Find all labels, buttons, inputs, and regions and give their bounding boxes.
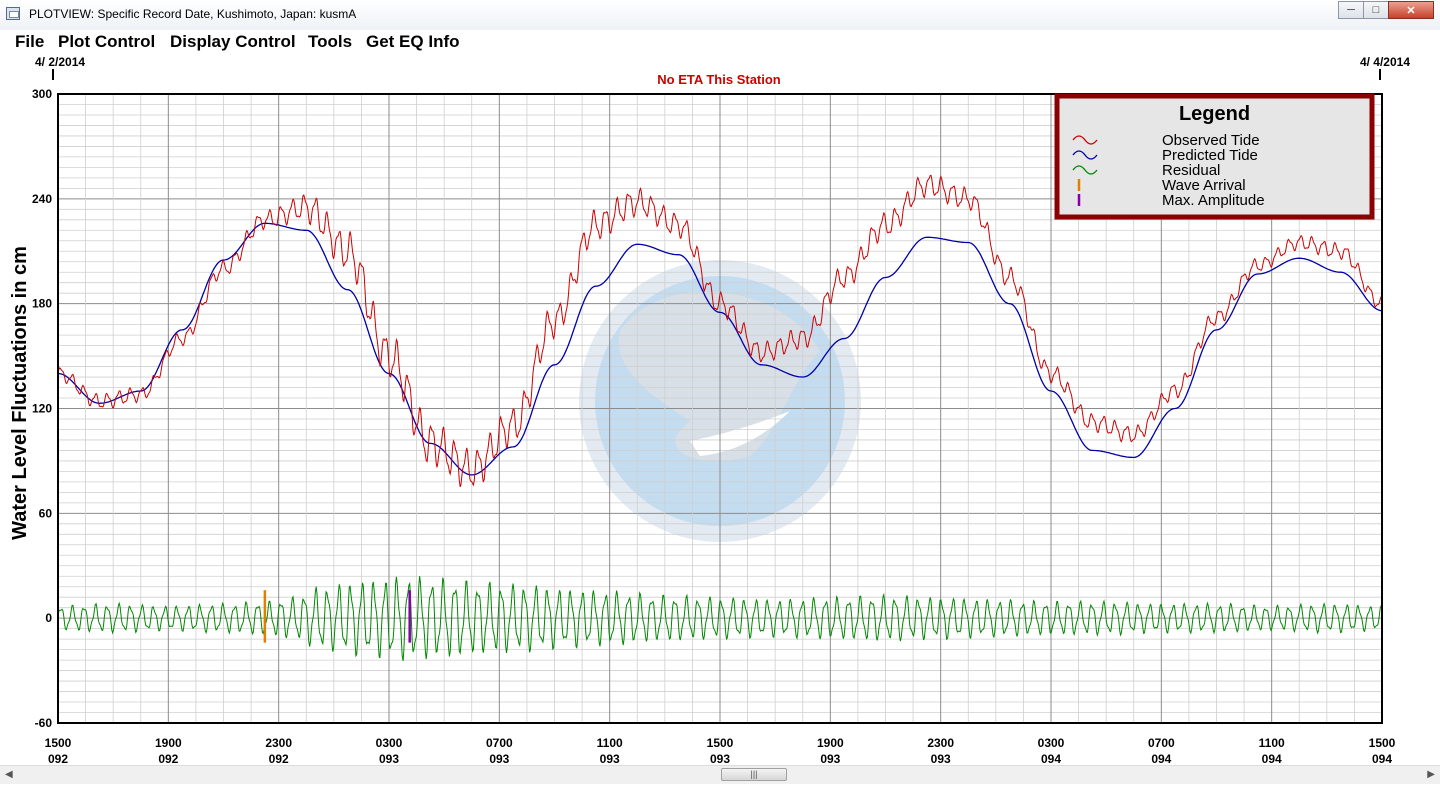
x-tick-day-label: 092 bbox=[158, 752, 178, 764]
y-tick-label: 300 bbox=[32, 87, 52, 101]
legend-entry: Residual bbox=[1162, 162, 1220, 179]
x-tick-time-label: 1100 bbox=[597, 736, 623, 750]
y-tick-label: 0 bbox=[45, 611, 52, 625]
menu-display-control[interactable]: Display Control bbox=[170, 32, 296, 51]
y-axis-label: Water Level Fluctuations in cm bbox=[9, 246, 31, 540]
x-tick-time-label: 1500 bbox=[707, 736, 734, 750]
x-tick-time-label: 0700 bbox=[1148, 736, 1175, 750]
maximize-icon[interactable]: □ bbox=[1363, 1, 1389, 19]
x-tick-time-label: 1500 bbox=[45, 736, 72, 750]
legend-title: Legend bbox=[1179, 103, 1250, 125]
menu-file[interactable]: File bbox=[15, 32, 45, 51]
x-tick-day-label: 092 bbox=[269, 752, 289, 764]
x-tick-day-label: 093 bbox=[600, 752, 620, 764]
window-title: PLOTVIEW: Specific Record Date, Kushimot… bbox=[29, 7, 357, 21]
legend-entry: Wave Arrival bbox=[1162, 177, 1246, 194]
x-tick-day-label: 093 bbox=[710, 752, 730, 764]
x-tick-day-label: 093 bbox=[489, 752, 509, 764]
app-icon bbox=[6, 7, 20, 20]
legend-entry: Max. Amplitude bbox=[1162, 192, 1265, 209]
tide-chart: -60 0 60 120 180 240 300 1500 092 1900 092 2300 092 0… bbox=[9, 55, 1410, 764]
legend-swatch bbox=[1072, 150, 1098, 160]
x-tick-time-label: 2300 bbox=[927, 736, 954, 750]
x-tick-time-label: 1100 bbox=[1259, 736, 1285, 750]
predicted-tide-line bbox=[58, 222, 1383, 476]
close-icon[interactable]: ✕ bbox=[1388, 1, 1434, 19]
x-tick-day-label: 093 bbox=[820, 752, 840, 764]
x-tick-time-label: 0300 bbox=[1038, 736, 1065, 750]
residual-line bbox=[57, 576, 1383, 662]
menu-plot-control[interactable]: Plot Control bbox=[58, 32, 156, 51]
horizontal-scrollbar[interactable]: ◀ ||| ▶ bbox=[0, 765, 1440, 784]
legend-entry: Predicted Tide bbox=[1162, 147, 1258, 164]
series-layer bbox=[57, 174, 1383, 662]
y-tick-label: 60 bbox=[39, 506, 53, 520]
window-titlebar: PLOTVIEW: Specific Record Date, Kushimot… bbox=[0, 0, 1440, 31]
status-text: No ETA This Station bbox=[657, 72, 781, 87]
y-tick-label: 120 bbox=[32, 402, 52, 416]
legend-box bbox=[1054, 93, 1375, 220]
x-tick-day-label: 094 bbox=[1151, 752, 1171, 764]
menu-bar: File Plot Control Display Control Tools … bbox=[0, 30, 1440, 52]
menu-tools[interactable]: Tools bbox=[308, 32, 353, 51]
minimize-icon[interactable]: ─ bbox=[1338, 1, 1364, 19]
x-tick-day-label: 093 bbox=[931, 752, 951, 764]
scroll-thumb[interactable]: ||| bbox=[721, 768, 787, 781]
y-tick-label: 240 bbox=[32, 192, 52, 206]
scroll-right-icon[interactable]: ▶ bbox=[1427, 769, 1435, 780]
window-controls: ─ □ ✕ bbox=[1338, 1, 1434, 19]
x-tick-time-label: 1500 bbox=[1369, 736, 1396, 750]
legend-swatch bbox=[1072, 135, 1098, 145]
menu-get-eq-info[interactable]: Get EQ Info bbox=[366, 32, 460, 51]
x-tick-day-label: 092 bbox=[48, 752, 68, 764]
x-tick-day-label: 094 bbox=[1262, 752, 1282, 764]
scroll-left-icon[interactable]: ◀ bbox=[5, 769, 13, 780]
plot-axes: -60 0 60 120 180 240 300 1500 092 1900 092 2300 092 0… bbox=[32, 87, 1396, 764]
legend-swatch bbox=[1072, 165, 1098, 175]
x-tick-time-label: 0700 bbox=[486, 736, 513, 750]
end-date-label: 4/ 4/2014 bbox=[1360, 55, 1410, 69]
plot-frame bbox=[57, 93, 1383, 724]
legend-entry: Observed Tide bbox=[1162, 132, 1260, 149]
x-tick-time-label: 1900 bbox=[155, 736, 182, 750]
x-tick-day-label: 093 bbox=[379, 752, 399, 764]
y-tick-label: 180 bbox=[32, 297, 52, 311]
x-tick-day-label: 094 bbox=[1041, 752, 1061, 764]
x-tick-time-label: 0300 bbox=[376, 736, 403, 750]
watermark-wave bbox=[690, 411, 790, 456]
y-tick-label: -60 bbox=[35, 716, 53, 730]
x-tick-time-label: 2300 bbox=[265, 736, 292, 750]
start-date-label: 4/ 2/2014 bbox=[35, 55, 85, 69]
x-tick-day-label: 094 bbox=[1372, 752, 1392, 764]
observed-tide-line bbox=[57, 174, 1383, 488]
x-tick-time-label: 1900 bbox=[817, 736, 844, 750]
